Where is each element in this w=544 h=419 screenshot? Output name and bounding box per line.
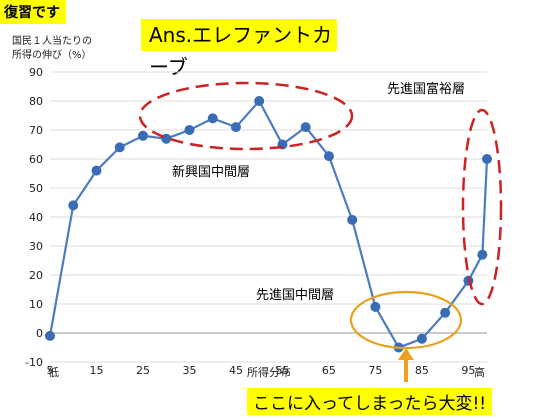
data-point xyxy=(138,131,148,141)
x-tick-label: 85 xyxy=(415,364,429,377)
y-axis-label-line2: 所得の伸び（%） xyxy=(12,49,92,61)
annotation-emerging-middle: 新興国中間層 xyxy=(172,164,250,180)
y-tick-label: 90 xyxy=(29,66,43,79)
x-axis-high-label: 高 xyxy=(474,365,485,379)
y-axis-label-line1: 国民１人当たりの xyxy=(12,34,92,47)
data-point xyxy=(231,122,241,132)
data-point xyxy=(482,154,492,164)
y-tick-label: 80 xyxy=(29,95,43,108)
data-point xyxy=(45,331,55,341)
data-point xyxy=(440,308,450,318)
x-tick-label: 35 xyxy=(182,364,196,377)
data-point xyxy=(68,200,78,210)
y-tick-label: 50 xyxy=(29,182,43,195)
annotation-advanced-middle: 先進国中間層 xyxy=(256,288,334,303)
data-point xyxy=(208,113,218,123)
data-point xyxy=(324,151,334,161)
y-tick-label: 70 xyxy=(29,124,43,137)
x-tick-label: 15 xyxy=(89,364,103,377)
y-tick-label: 10 xyxy=(29,298,43,311)
data-point xyxy=(91,166,101,176)
x-tick-label: 25 xyxy=(136,364,150,377)
x-axis-label: 所得分布 xyxy=(247,366,291,379)
data-point xyxy=(254,96,264,106)
y-tick-label: 30 xyxy=(29,240,43,253)
series-line xyxy=(50,101,487,348)
warning-callout: ここに入ってしまったら大変!! xyxy=(247,388,492,415)
annotation-advanced-wealthy: 先進国富裕層 xyxy=(387,81,465,97)
data-point xyxy=(417,334,427,344)
advanced-middle-class-highlight xyxy=(351,292,461,348)
x-axis-low-label: 低 xyxy=(48,366,59,379)
y-tick-label: 20 xyxy=(29,269,43,282)
data-point xyxy=(115,142,125,152)
data-point xyxy=(477,250,487,260)
x-tick-label: 45 xyxy=(229,364,243,377)
data-point xyxy=(301,122,311,132)
x-tick-label: 65 xyxy=(322,364,336,377)
data-point xyxy=(347,215,357,225)
y-tick-label: 40 xyxy=(29,211,43,224)
y-tick-label: 0 xyxy=(36,327,43,340)
data-points xyxy=(45,96,492,353)
data-point xyxy=(370,302,380,312)
grid xyxy=(50,72,487,362)
y-tick-labels: -10 0 10 20 30 40 50 60 70 80 90 xyxy=(25,66,43,369)
y-tick-label: 60 xyxy=(29,153,43,166)
x-tick-label: 75 xyxy=(368,364,382,377)
y-tick-label: -10 xyxy=(25,356,43,369)
data-point xyxy=(184,125,194,135)
